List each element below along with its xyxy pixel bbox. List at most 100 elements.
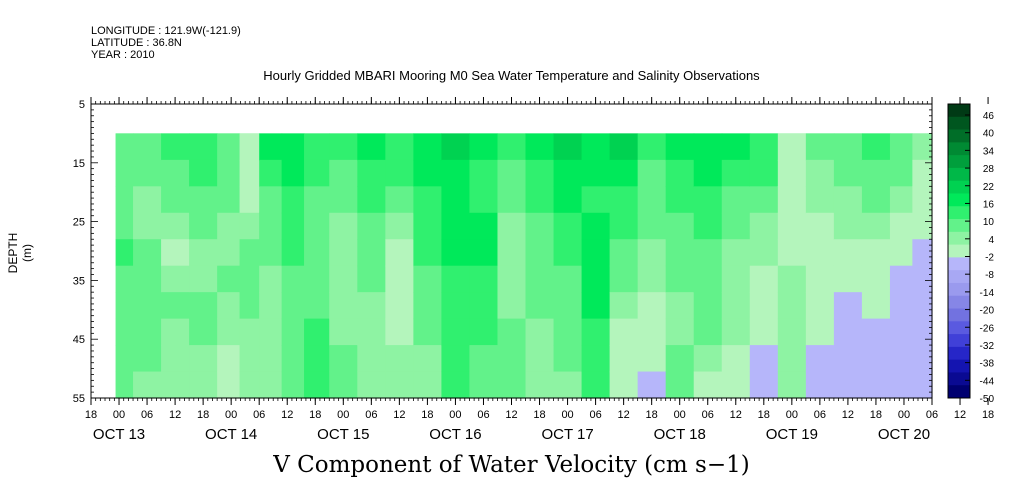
heatmap-cell [329,345,358,373]
heatmap-cell [217,212,241,240]
heatmap-cell [304,186,330,214]
colorbar-segment [948,206,970,220]
x-tick-label: 06 [814,409,826,421]
heatmap-cell [357,239,386,267]
heatmap-cell [115,265,134,293]
x-date-label: OCT 20 [878,426,930,443]
heatmap-cell [329,133,358,161]
heatmap-cell [833,292,863,320]
heatmap-cell [805,318,835,346]
heatmap-cell [385,186,414,214]
x-date-label: OCT 15 [317,426,369,443]
heatmap-cell [721,133,751,161]
heatmap-cell [217,239,241,267]
heatmap-cell [637,345,667,373]
heatmap-cell [281,292,305,320]
colorbar-segment [948,257,970,271]
colorbar-tick-label: 34 [983,146,995,157]
heatmap-cell [217,265,241,293]
heatmap-cell [553,133,583,161]
heatmap-cell [693,239,723,267]
heatmap-cell [413,212,443,240]
x-tick-label: 06 [926,409,938,421]
heatmap-cell [385,318,414,346]
heatmap-cell [553,345,583,373]
heatmap-cell [581,159,611,187]
heatmap-cell [805,371,835,399]
heatmap-cell [217,159,241,187]
heatmap-cell [239,133,260,161]
colorbar-segment [948,270,970,284]
heatmap-cell [161,133,190,161]
heatmap-cell [861,133,891,161]
heatmap-cell [469,212,499,240]
heatmap-cell [553,265,583,293]
heatmap-cell [133,345,162,373]
heatmap-cell [553,212,583,240]
heatmap-cell [912,292,933,320]
heatmap-cell [749,345,779,373]
heatmap-cell [749,212,779,240]
heatmap-cell [281,159,305,187]
heatmap-cell [133,265,162,293]
colorbar-tick-label: 46 [983,111,995,122]
heatmap-cell [805,345,835,373]
heatmap-cell [133,212,162,240]
heatmap-cell [115,318,134,346]
heatmap-cell [805,239,835,267]
y-tick-label: 5 [79,99,85,111]
heatmap-cell [749,159,779,187]
heatmap-cell [721,371,751,399]
heatmap-cell [329,371,358,399]
colorbar-segment [948,104,970,118]
heatmap-cell [609,159,639,187]
colorbar-segment [948,244,970,258]
heatmap-cell [115,133,134,161]
colorbar-segment [948,321,970,335]
heatmap-cell [161,159,190,187]
heatmap-cell [189,133,218,161]
x-tick-label: 18 [197,409,209,421]
heatmap-cell [304,371,330,399]
heatmap-cell [133,371,162,399]
heatmap-cell [133,186,162,214]
heatmap-cell [833,345,863,373]
heatmap-cell [609,212,639,240]
heatmap-cell [441,292,471,320]
heatmap-cell [281,239,305,267]
heatmap-cell [115,186,134,214]
longitude-label: LONGITUDE : 121.9W(-121.9) [91,25,241,37]
heatmap-cell [833,212,863,240]
x-tick-label: 18 [533,409,545,421]
x-tick-label: 06 [477,409,489,421]
heatmap-cell [777,239,807,267]
colorbar-segment [948,385,970,399]
year-label: YEAR : 2010 [91,49,155,61]
heatmap-cell [553,318,583,346]
heatmap-cell [581,133,611,161]
heatmap-cell [912,345,933,373]
heatmap-cell [259,133,283,161]
heatmap-cell [833,265,863,293]
colorbar-tick-label: -50 [980,394,995,405]
heatmap-cell [637,239,667,267]
heatmap-cell [239,239,260,267]
colorbar-tick-label: 10 [983,217,995,228]
colorbar-tick-label: -14 [980,288,995,299]
heatmap-cell [665,133,695,161]
heatmap-cell [329,212,358,240]
heatmap-cell [217,292,241,320]
heatmap-cell [189,212,218,240]
heatmap-cell [637,318,667,346]
heatmap-cell [441,318,471,346]
x-tick-label: 06 [589,409,601,421]
heatmap-cell [281,186,305,214]
heatmap-cell [304,345,330,373]
heatmap-cell [239,212,260,240]
heatmap-cell [259,186,283,214]
heatmap-cell [889,159,913,187]
heatmap-cell [805,159,835,187]
x-tick-label: 00 [898,409,910,421]
heatmap-cell [413,159,443,187]
heatmap-cell [239,265,260,293]
